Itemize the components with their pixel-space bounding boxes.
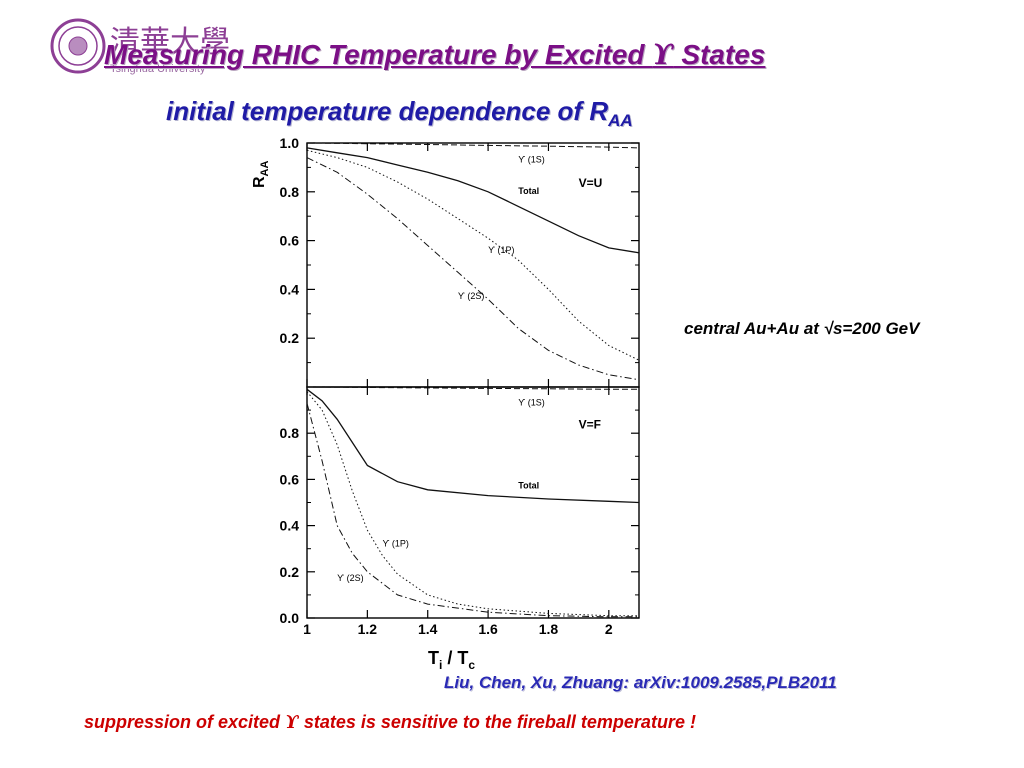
slide-title-upsilon: ϒ xyxy=(652,38,674,71)
x-axis-label: Ti / Tc xyxy=(428,648,475,672)
series-label: ϒ (1S) xyxy=(518,155,544,165)
series-label: ϒ (1S) xyxy=(518,397,544,407)
logo-subtext: Tsinghua University xyxy=(110,63,206,75)
x-tick-label: 2 xyxy=(605,621,613,637)
collision-note: central Au+Au at √s=200 GeV xyxy=(684,319,920,338)
slide-title: Measuring RHIC Temperature by Excited ϒ … xyxy=(104,38,765,71)
series-line-1p xyxy=(306,149,640,361)
slide-title-part2: States xyxy=(673,39,766,70)
series-label: Total xyxy=(518,481,539,491)
university-seal-icon: 清華大學 Tsinghua University xyxy=(50,18,230,75)
slide-title-part1: Measuring RHIC Temperature by Excited xyxy=(104,39,653,70)
slide-subtitle-sub: AA xyxy=(608,111,633,131)
series-label: ϒ (2S) xyxy=(458,291,484,301)
series-line-1s xyxy=(306,142,640,149)
slide-subtitle: initial temperature dependence of RAA xyxy=(166,96,633,131)
y-tick-label: 0.6 xyxy=(280,233,300,249)
series-label: Total xyxy=(518,186,539,196)
y-tick-label: 0.4 xyxy=(280,518,300,534)
conclusion-part2: states is sensitive to the fireball temp… xyxy=(298,712,696,732)
series-line-2s xyxy=(306,157,640,381)
y-tick-label: 1.0 xyxy=(280,135,300,151)
y-tick-label: 0.8 xyxy=(280,184,300,200)
series-label: ϒ (1P) xyxy=(382,538,408,548)
logo-text: 清華大學 xyxy=(110,25,230,60)
series-label: ϒ (2S) xyxy=(337,573,363,583)
series-label: ϒ (1P) xyxy=(488,245,514,255)
x-tick-label: 1 xyxy=(303,621,311,637)
conclusion-text: suppression of excited ϒ states is sensi… xyxy=(84,712,696,733)
y-axis-label: RAA xyxy=(251,160,271,188)
series-line-1p xyxy=(306,391,639,617)
conclusion-part1: suppression of excited xyxy=(84,712,286,732)
panel-annotation: V=U xyxy=(579,176,603,190)
series-line-total xyxy=(306,388,640,504)
reference-link[interactable]: Liu, Chen, Xu, Zhuang: arXiv:1009.2585,P… xyxy=(444,673,837,692)
y-tick-label: 0.2 xyxy=(280,330,300,346)
series-line-total xyxy=(306,147,640,254)
y-tick-label: 0.2 xyxy=(280,564,300,580)
slide-subtitle-text: initial temperature dependence of R xyxy=(166,96,609,126)
y-tick-label: 0.4 xyxy=(280,281,300,297)
series-line-1s xyxy=(306,386,639,390)
x-tick-label: 1.2 xyxy=(358,621,378,637)
y-tick-label: 0.0 xyxy=(280,610,300,626)
panel-annotation: V=F xyxy=(579,418,601,432)
x-tick-label: 1.8 xyxy=(539,621,559,637)
y-tick-label: 0.6 xyxy=(280,471,300,487)
university-logo: 清華大學 Tsinghua University xyxy=(48,14,248,84)
x-tick-label: 1.4 xyxy=(418,621,438,637)
series-line-2s xyxy=(306,403,639,618)
conclusion-upsilon: ϒ xyxy=(285,712,299,733)
x-tick-label: 1.6 xyxy=(478,621,498,637)
y-tick-label: 0.8 xyxy=(280,425,300,441)
